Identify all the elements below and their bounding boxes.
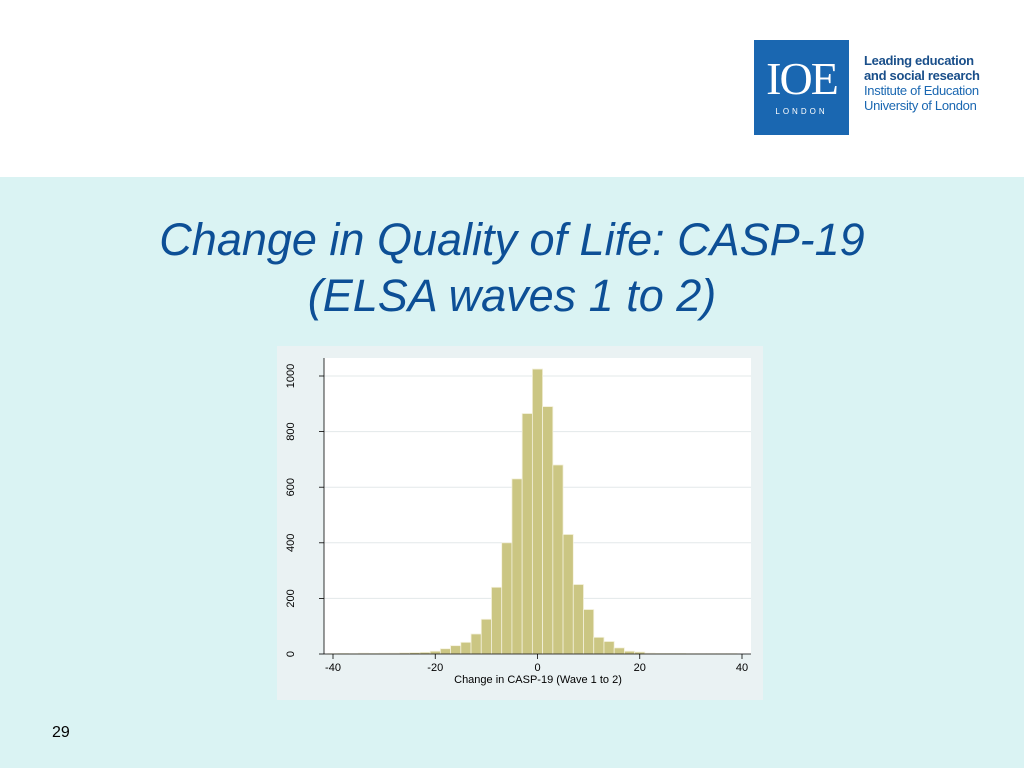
logo-tagline: Leading education and social research In… (864, 53, 1024, 113)
y-tick-label-400: 400 (285, 534, 297, 552)
histogram-bar-11 (439, 648, 451, 655)
histogram-bar-14 (470, 633, 482, 655)
x-tick-label-20: 20 (634, 662, 646, 674)
tagline-line-2: and social research (864, 68, 980, 83)
tagline-line-3: Institute of Education (864, 83, 979, 98)
y-tick-label-600: 600 (285, 478, 297, 496)
histogram-bars (327, 368, 738, 655)
x-tick-label-0: 0 (534, 662, 540, 674)
histogram-bar-24 (572, 584, 584, 655)
histogram-bar-25 (583, 609, 595, 655)
y-tick-label-1000: 1000 (285, 364, 297, 388)
slide-title-line-2: (ELSA waves 1 to 2) (307, 270, 717, 321)
logo-subtext: LONDON (775, 107, 828, 116)
slide-number: 29 (52, 724, 70, 741)
slide-title: Change in Quality of Life: CASP-19 (ELSA… (40, 212, 984, 324)
histogram-bar-23 (562, 534, 574, 655)
x-axis-title: Change in CASP-19 (Wave 1 to 2) (454, 674, 622, 686)
y-tick-label-800: 800 (285, 422, 297, 440)
histogram-bar-17 (501, 542, 513, 655)
histogram-bar-29 (624, 650, 636, 655)
histogram-bar-12 (450, 645, 462, 655)
y-tick-label-200: 200 (285, 589, 297, 607)
histogram-bar-10 (429, 650, 441, 655)
histogram-bar-27 (603, 641, 615, 655)
x-tick-label--20: -20 (427, 662, 443, 674)
logo-mark: IOE (766, 53, 839, 104)
histogram-bar-21 (542, 406, 554, 655)
y-tick-label-0: 0 (285, 651, 297, 657)
histogram-bar-19 (521, 413, 533, 655)
y-axis-ticks: 0 200 400 600 800 1000 (285, 364, 324, 657)
histogram-bar-18 (511, 478, 523, 655)
slide-title-line-1: Change in Quality of Life: CASP-19 (159, 214, 865, 265)
x-axis-ticks: -40 -20 0 20 40 (325, 654, 748, 674)
ioe-logo: IOE LONDON (754, 40, 849, 135)
histogram-bar-13 (460, 641, 472, 655)
tagline-line-1: Leading education (864, 53, 974, 68)
header-band (0, 0, 1024, 177)
x-tick-label-40: 40 (736, 662, 748, 674)
tagline-line-4: University of London (864, 98, 977, 113)
x-tick-label--40: -40 (325, 662, 341, 674)
histogram-bar-22 (552, 464, 564, 655)
histogram-bar-26 (593, 636, 605, 655)
histogram-bar-15 (480, 618, 492, 655)
histogram-bar-16 (491, 586, 503, 655)
histogram-bar-20 (531, 368, 544, 655)
histogram-bar-28 (613, 647, 625, 655)
